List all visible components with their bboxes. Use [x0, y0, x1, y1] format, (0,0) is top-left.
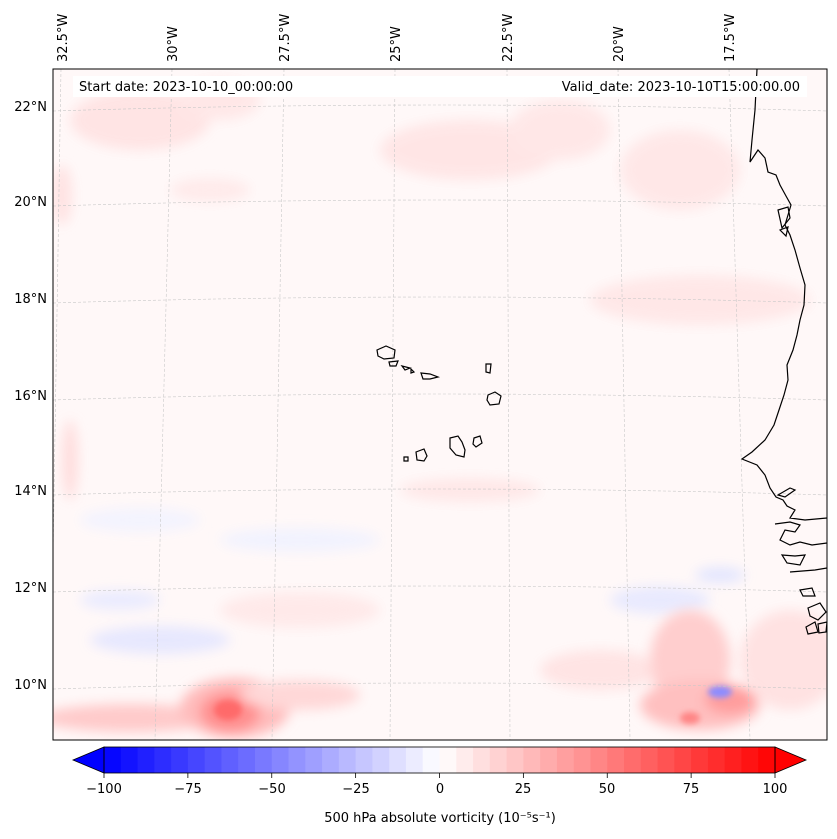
colorbar-segment — [758, 747, 776, 773]
colorbar-segment — [355, 747, 373, 773]
colorbar-segment — [288, 747, 306, 773]
lat-label: 14°N — [14, 484, 47, 499]
meridian-line — [617, 69, 631, 740]
lat-label: 10°N — [14, 678, 47, 693]
annotation-strip — [73, 76, 807, 97]
colorbar-min-extend-triangle — [71, 746, 105, 774]
map-panel: Start date: 2023-10-10_00:00:00 Valid_da… — [52, 68, 828, 741]
colorbar-segment — [187, 747, 206, 773]
colorbar-tick-label: −50 — [258, 782, 285, 797]
colorbar-segment — [657, 747, 675, 773]
meridian-line — [271, 69, 285, 740]
lat-label: 20°N — [14, 195, 47, 210]
parallel-line — [53, 682, 827, 690]
longitude-labels: 32.5°W 30°W 27.5°W 25°W 22.5°W 20°W 17.5… — [56, 14, 738, 62]
meridian-line — [728, 69, 751, 740]
latitude-labels: 22°N 20°N 18°N 16°N 14°N 12°N 10°N — [14, 100, 47, 693]
lon-label: 25°W — [389, 26, 404, 62]
lat-label: 12°N — [14, 581, 47, 596]
colorbar-segment — [171, 747, 189, 773]
meridian-line — [506, 69, 511, 740]
colorbar-segment — [456, 747, 474, 773]
colorbar-segments — [104, 747, 776, 773]
lon-label: 32.5°W — [56, 14, 71, 62]
colorbar-segment — [624, 747, 642, 773]
colorbar-segment — [556, 747, 575, 773]
lat-label: 16°N — [14, 389, 47, 404]
colorbar-segment — [305, 747, 323, 773]
colorbar-segment — [405, 747, 424, 773]
colorbar-segment — [104, 747, 122, 773]
valid-date-label: Valid_date: 2023-10-10T15:00:00.00 — [562, 80, 800, 95]
colorbar-title: 500 hPa absolute vorticity (10⁻⁵s⁻¹) — [324, 811, 556, 826]
colorbar-segment — [120, 747, 139, 773]
colorbar-segment — [607, 747, 625, 773]
coastlines — [376, 69, 827, 635]
map-gridlines — [53, 69, 827, 740]
parallel-line — [53, 585, 827, 593]
lon-label: 20°W — [612, 26, 627, 62]
lon-label: 22.5°W — [501, 14, 516, 62]
cape-verde-islands — [376, 345, 396, 360]
colorbar-segment — [473, 747, 491, 773]
colorbar-segment — [489, 747, 508, 773]
lat-label: 18°N — [14, 292, 47, 307]
colorbar-segment — [322, 747, 340, 773]
colorbar-segment — [506, 747, 524, 773]
colorbar-segment — [238, 747, 256, 773]
meridian-line — [53, 69, 62, 576]
colorbar-tick-labels: −100 −75 −50 −25 0 25 50 75 100 — [86, 782, 787, 797]
colorbar-segment — [724, 747, 743, 773]
colorbar-segment — [674, 747, 692, 773]
colorbar-tick-label: 0 — [436, 782, 444, 797]
colorbar-max-extend-triangle — [774, 746, 808, 774]
colorbar-segment — [154, 747, 172, 773]
africa-coastline — [740, 69, 827, 521]
colorbar-segment — [523, 747, 541, 773]
colorbar-tick-label: 75 — [683, 782, 700, 797]
lat-label: 22°N — [14, 100, 47, 115]
colorbar-ticks — [103, 773, 776, 778]
lon-label: 27.5°W — [278, 14, 293, 62]
colorbar-segment — [439, 747, 457, 773]
colorbar-segment — [372, 747, 390, 773]
colorbar-segment — [640, 747, 659, 773]
colorbar-tick-label: 100 — [763, 782, 788, 797]
parallel-line — [53, 104, 827, 112]
parallel-line — [53, 296, 827, 304]
colorbar-tick-label: 50 — [599, 782, 616, 797]
colorbar-segment — [389, 747, 407, 773]
colorbar-segment — [707, 747, 726, 773]
colorbar-segment — [204, 747, 223, 773]
colorbar-tick-label: −75 — [174, 782, 201, 797]
colorbar-segment — [221, 747, 239, 773]
parallel-line — [53, 199, 827, 207]
colorbar-tick-label: −25 — [342, 782, 369, 797]
colorbar-segment — [422, 747, 441, 773]
map-frame — [52, 68, 828, 741]
parallel-line — [53, 488, 827, 496]
colorbar-segment — [540, 747, 558, 773]
colorbar-segment — [590, 747, 608, 773]
lon-label: 17.5°W — [723, 14, 738, 62]
colorbar-segment — [338, 747, 357, 773]
colorbar-segment — [271, 747, 290, 773]
colorbar-tick-label: 25 — [515, 782, 532, 797]
start-date-label: Start date: 2023-10-10_00:00:00 — [79, 80, 293, 95]
parallel-line — [53, 393, 827, 401]
colorbar-tick-label: −100 — [86, 782, 122, 797]
colorbar-segment — [137, 747, 155, 773]
colorbar-segment — [741, 747, 759, 773]
lon-label: 30°W — [166, 26, 181, 62]
meridian-line — [389, 69, 396, 740]
colorbar-segment — [254, 747, 273, 773]
colorbar: −100 −75 −50 −25 0 25 50 75 100 500 hPa … — [71, 746, 808, 826]
colorbar-segment — [691, 747, 709, 773]
colorbar-segment — [573, 747, 592, 773]
meridian-line — [154, 69, 173, 740]
